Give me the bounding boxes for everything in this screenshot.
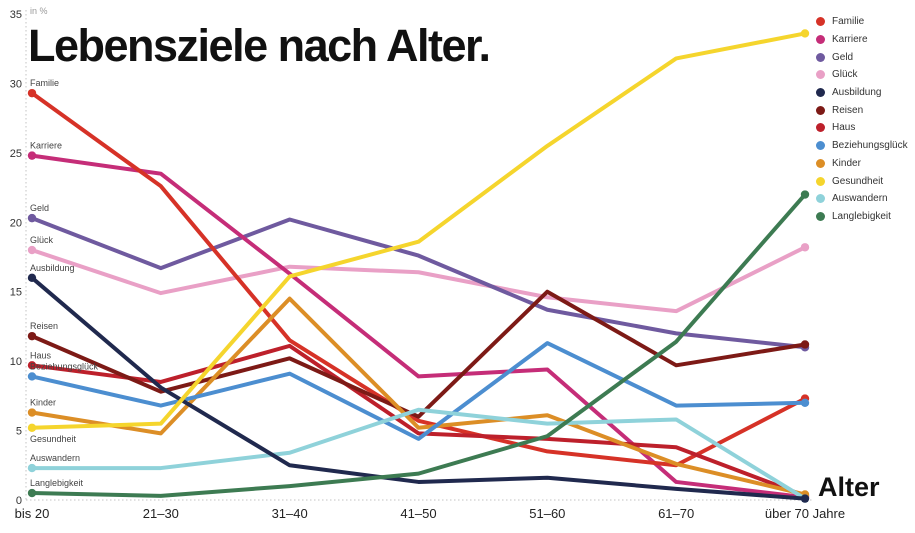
x-tick-label: 21–30 bbox=[143, 506, 179, 521]
series-start-point-familie bbox=[27, 88, 37, 98]
legend-swatch-icon bbox=[816, 176, 825, 186]
y-tick-label: 5 bbox=[16, 426, 22, 438]
series-line-reisen bbox=[30, 289, 807, 419]
legend-label: Beziehungsglück bbox=[832, 140, 908, 152]
series-line-beziehungsglück bbox=[30, 341, 807, 441]
y-tick-label: 30 bbox=[10, 78, 22, 90]
series-start-label: Kinder bbox=[30, 398, 56, 408]
y-axis-unit-label: in % bbox=[30, 6, 48, 16]
series-start-label: Langlebigkeit bbox=[30, 478, 84, 488]
legend-swatch-icon bbox=[816, 88, 825, 98]
series-start-point-glück bbox=[27, 245, 37, 255]
legend-item: Familie bbox=[816, 13, 908, 31]
chart-title: Lebensziele nach Alter. bbox=[28, 20, 491, 71]
series-end-point-beziehungsglück bbox=[800, 398, 810, 407]
legend-label: Gesundheit bbox=[832, 175, 884, 187]
legend-swatch-icon bbox=[816, 123, 825, 133]
legend-item: Geld bbox=[816, 48, 908, 66]
x-axis-title: Alter bbox=[818, 472, 880, 502]
x-tick-label: 51–60 bbox=[529, 506, 565, 521]
legend-item: Reisen bbox=[816, 101, 908, 119]
legend-label: Reisen bbox=[832, 104, 864, 116]
legend-swatch-icon bbox=[816, 52, 825, 62]
series-start-label: Familie bbox=[30, 78, 59, 88]
series-end-point-gesundheit bbox=[800, 29, 810, 38]
x-tick-label: 61–70 bbox=[658, 506, 694, 521]
series-start-point-langlebigkeit bbox=[27, 488, 37, 498]
series-start-label: Glück bbox=[30, 235, 54, 245]
legend-item: Kinder bbox=[816, 155, 908, 173]
legend-label: Langlebigkeit bbox=[832, 210, 891, 222]
legend-label: Haus bbox=[832, 122, 856, 134]
legend-swatch-icon bbox=[816, 105, 825, 115]
x-tick-label: über 70 Jahre bbox=[765, 506, 845, 521]
series-start-point-ausbildung bbox=[27, 273, 37, 283]
series-line-langlebigkeit bbox=[30, 192, 807, 498]
series-line-karriere bbox=[30, 153, 807, 500]
series-start-point-gesundheit bbox=[27, 423, 37, 432]
y-tick-label: 35 bbox=[10, 9, 22, 21]
series-start-label: Karriere bbox=[30, 141, 62, 151]
series-start-label: Gesundheit bbox=[30, 434, 77, 444]
legend-swatch-icon bbox=[816, 211, 825, 221]
legend-label: Ausbildung bbox=[832, 87, 882, 99]
legend-item: Langlebigkeit bbox=[816, 208, 908, 226]
legend-swatch-icon bbox=[816, 158, 825, 168]
x-tick-label: 31–40 bbox=[272, 506, 308, 521]
legend-item: Ausbildung bbox=[816, 84, 908, 102]
legend-swatch-icon bbox=[816, 141, 825, 151]
x-tick-label: 41–50 bbox=[400, 506, 436, 521]
y-tick-label: 0 bbox=[16, 495, 22, 507]
series-line-glück bbox=[30, 245, 807, 314]
series-start-point-haus bbox=[27, 361, 37, 370]
series-end-point-glück bbox=[800, 243, 810, 252]
series-end-point-ausbildung bbox=[800, 494, 810, 503]
series-start-point-beziehungsglück bbox=[27, 372, 37, 381]
series-line-geld bbox=[30, 216, 807, 350]
legend-label: Karriere bbox=[832, 34, 868, 46]
legend-item: Auswandern bbox=[816, 190, 908, 208]
legend-item: Karriere bbox=[816, 31, 908, 49]
legend-label: Auswandern bbox=[832, 193, 888, 205]
y-tick-label: 10 bbox=[10, 356, 22, 368]
legend-item: Beziehungsglück bbox=[816, 137, 908, 155]
y-tick-label: 25 bbox=[10, 148, 22, 160]
series-start-point-geld bbox=[27, 213, 37, 223]
series-start-label: Beziehungsglück bbox=[30, 361, 99, 371]
legend-label: Familie bbox=[832, 16, 865, 28]
series-line-haus bbox=[30, 343, 807, 498]
legend-swatch-icon bbox=[816, 17, 825, 27]
series-start-point-karriere bbox=[27, 151, 37, 160]
legend-swatch-icon bbox=[816, 194, 825, 204]
series-start-point-auswandern bbox=[27, 463, 37, 473]
legend-label: Glück bbox=[832, 69, 858, 81]
legend: Familie Karriere Geld Glück Ausbildung Reisen… bbox=[816, 13, 908, 225]
series-line-kinder bbox=[30, 296, 807, 497]
legend-item: Glück bbox=[816, 66, 908, 84]
y-tick-label: 20 bbox=[10, 217, 22, 229]
y-tick-label: 15 bbox=[10, 287, 22, 299]
legend-label: Kinder bbox=[832, 157, 861, 169]
series-start-label: Ausbildung bbox=[30, 263, 75, 273]
legend-swatch-icon bbox=[816, 70, 825, 80]
series-start-point-reisen bbox=[27, 331, 37, 341]
x-tick-label: bis 20 bbox=[15, 506, 50, 521]
series-line-gesundheit bbox=[30, 31, 807, 430]
series-start-label: Reisen bbox=[30, 321, 58, 331]
series-start-label: Auswandern bbox=[30, 453, 80, 463]
series-line-ausbildung bbox=[30, 275, 807, 501]
series-line-auswandern bbox=[30, 407, 807, 501]
series-end-point-langlebigkeit bbox=[800, 190, 810, 199]
series-start-point-kinder bbox=[27, 408, 37, 417]
legend-item: Haus bbox=[816, 119, 908, 137]
legend-item: Gesundheit bbox=[816, 172, 908, 190]
legend-label: Geld bbox=[832, 51, 854, 63]
series-start-label: Haus bbox=[30, 350, 52, 360]
legend-swatch-icon bbox=[816, 35, 825, 45]
series-start-label: Geld bbox=[30, 203, 49, 213]
series-end-point-reisen bbox=[800, 340, 810, 349]
